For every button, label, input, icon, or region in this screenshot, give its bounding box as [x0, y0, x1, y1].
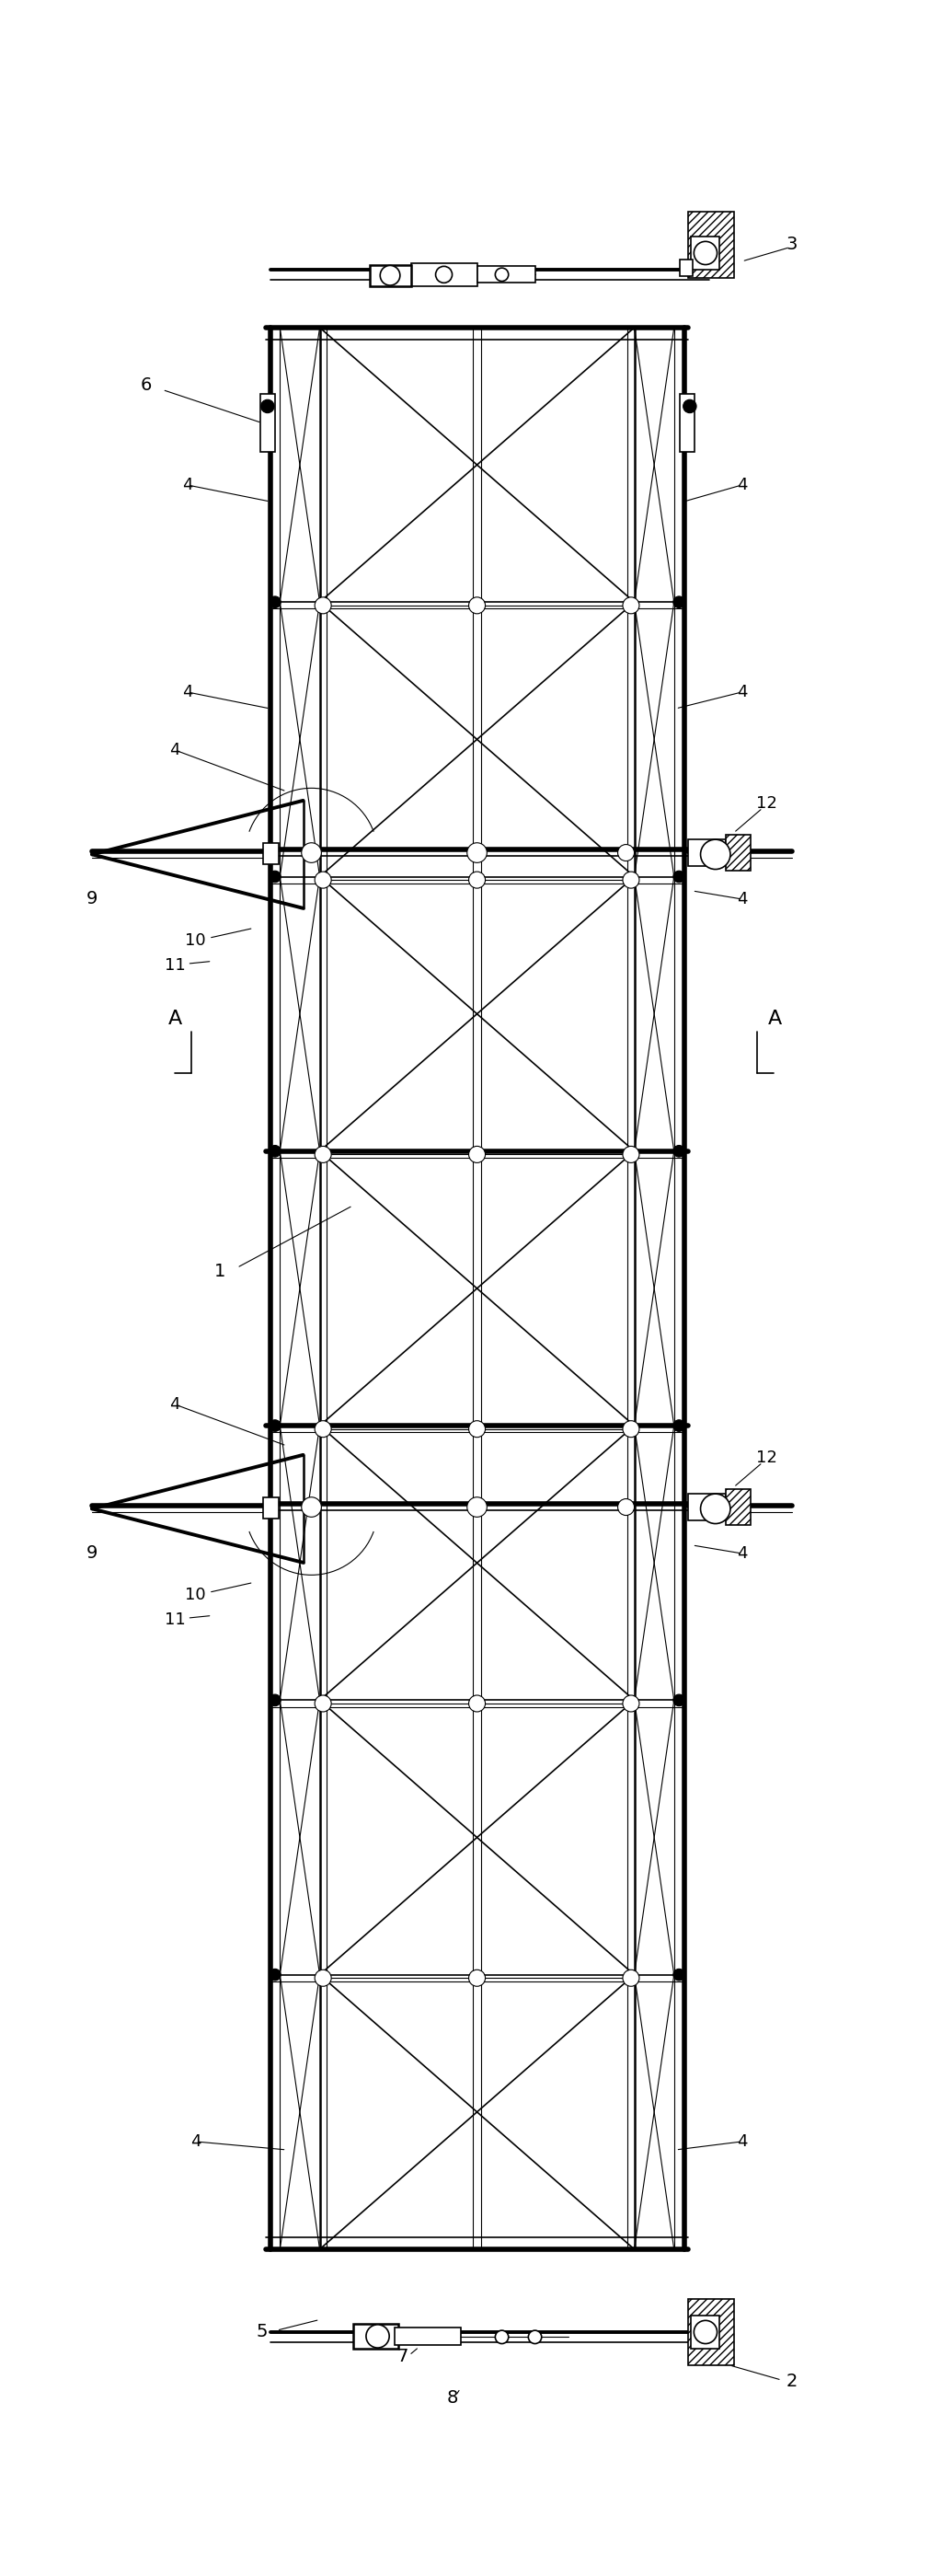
Circle shape — [469, 598, 485, 613]
Text: 4: 4 — [737, 891, 747, 907]
Bar — [260, 394, 275, 451]
Bar — [411, 263, 477, 286]
Circle shape — [673, 871, 684, 884]
Circle shape — [269, 1419, 281, 1432]
Circle shape — [694, 2321, 717, 2344]
Circle shape — [623, 1971, 639, 1986]
Circle shape — [469, 1146, 485, 1162]
Circle shape — [618, 1499, 634, 1515]
Circle shape — [618, 845, 634, 860]
Text: 3: 3 — [786, 237, 797, 252]
Circle shape — [261, 399, 274, 412]
Text: 4: 4 — [182, 477, 193, 492]
Bar — [688, 2298, 734, 2365]
Circle shape — [623, 1146, 639, 1162]
Circle shape — [301, 842, 322, 863]
Text: 5: 5 — [256, 2324, 268, 2342]
Text: A: A — [167, 1010, 182, 1028]
Text: 4: 4 — [737, 1546, 747, 1561]
Text: 7: 7 — [397, 2349, 408, 2365]
Circle shape — [469, 1695, 485, 1713]
Circle shape — [314, 1695, 331, 1713]
Circle shape — [269, 595, 281, 608]
Circle shape — [269, 871, 281, 884]
Circle shape — [366, 2324, 390, 2347]
Bar — [263, 1497, 278, 1520]
Text: 4: 4 — [169, 742, 180, 757]
Circle shape — [269, 1146, 281, 1157]
Circle shape — [301, 1497, 322, 1517]
Circle shape — [495, 268, 509, 281]
Circle shape — [314, 1422, 331, 1437]
Circle shape — [623, 1695, 639, 1713]
Circle shape — [467, 842, 487, 863]
Bar — [691, 2316, 720, 2349]
Circle shape — [314, 871, 331, 889]
Bar — [688, 840, 725, 866]
Circle shape — [269, 1695, 281, 1705]
Circle shape — [314, 1971, 331, 1986]
Circle shape — [673, 1146, 684, 1157]
Text: 9: 9 — [86, 1546, 98, 1561]
Bar — [688, 1494, 725, 1520]
Bar — [688, 211, 734, 278]
Text: 4: 4 — [191, 2133, 201, 2151]
Bar — [394, 2326, 460, 2344]
Bar — [680, 260, 693, 276]
Text: 12: 12 — [756, 1450, 777, 1466]
Circle shape — [469, 1971, 485, 1986]
Circle shape — [684, 399, 697, 412]
Circle shape — [469, 871, 485, 889]
Text: 10: 10 — [185, 933, 206, 948]
Text: 9: 9 — [86, 891, 98, 907]
Bar — [477, 265, 535, 283]
Circle shape — [380, 265, 400, 286]
Circle shape — [528, 2331, 541, 2344]
Circle shape — [700, 840, 730, 868]
Text: 4: 4 — [169, 1396, 180, 1412]
Circle shape — [673, 1695, 684, 1705]
Text: A: A — [768, 1010, 782, 1028]
Circle shape — [469, 1422, 485, 1437]
Circle shape — [495, 2331, 509, 2344]
Circle shape — [314, 1146, 331, 1162]
Text: 4: 4 — [737, 477, 747, 492]
Text: 4: 4 — [182, 683, 193, 701]
Circle shape — [623, 598, 639, 613]
Circle shape — [467, 1497, 487, 1517]
Bar — [725, 835, 751, 871]
Bar — [691, 237, 720, 270]
Text: 2: 2 — [786, 2372, 797, 2391]
Circle shape — [314, 598, 331, 613]
Text: 4: 4 — [737, 683, 747, 701]
Bar — [725, 1489, 751, 1525]
Circle shape — [623, 871, 639, 889]
Circle shape — [269, 1968, 281, 1981]
Text: 12: 12 — [756, 796, 777, 811]
Text: 1: 1 — [215, 1262, 226, 1280]
Text: 4: 4 — [737, 2133, 747, 2151]
Circle shape — [673, 595, 684, 608]
Circle shape — [673, 1419, 684, 1432]
Circle shape — [694, 242, 717, 265]
Bar — [263, 842, 278, 866]
Bar — [680, 394, 695, 451]
Circle shape — [623, 1422, 639, 1437]
Bar — [352, 2324, 398, 2349]
Circle shape — [673, 1968, 684, 1981]
Circle shape — [700, 1494, 730, 1522]
Circle shape — [435, 265, 452, 283]
Bar — [369, 265, 411, 286]
Text: 8: 8 — [446, 2391, 458, 2406]
Text: 11: 11 — [165, 1613, 185, 1628]
Text: 11: 11 — [165, 958, 185, 974]
Text: 10: 10 — [185, 1587, 206, 1602]
Text: 6: 6 — [140, 376, 152, 394]
